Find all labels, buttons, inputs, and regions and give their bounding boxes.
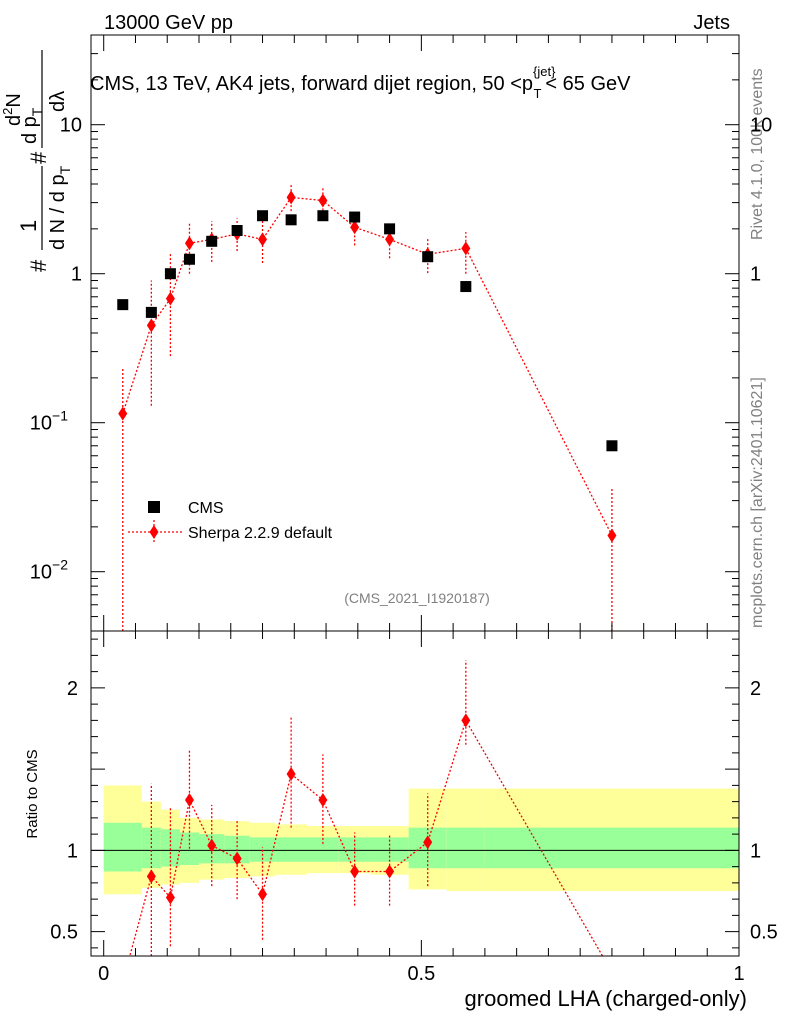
- ratio-y-tick-label-right: 1: [750, 840, 761, 862]
- ratio-y-tick-label-left: 2: [67, 678, 78, 700]
- x-axis-label: groomed LHA (charged-only): [465, 986, 747, 1011]
- cms-point: [384, 223, 396, 235]
- cms-point: [349, 211, 361, 223]
- source-credit: mcplots.cern.ch [arXiv:2401.10621]: [749, 377, 766, 628]
- legend-sherpa-label: Sherpa 2.2.9 default: [188, 525, 333, 542]
- ratio-point: [286, 767, 296, 781]
- cms-point: [606, 440, 618, 452]
- legend: CMS Sherpa 2.2.9 default: [128, 500, 333, 544]
- y-tick-label-right: 1: [750, 264, 761, 286]
- y-label-den-1: d N / d pT: [47, 165, 73, 250]
- cms-point: [285, 214, 297, 226]
- ratio-point: [258, 887, 268, 902]
- legend-cms-label: CMS: [188, 500, 224, 517]
- ratio-point: [350, 864, 360, 879]
- energy-label: 13000 GeV pp: [104, 12, 233, 34]
- cms-point: [183, 253, 195, 265]
- ratio-band-inner: [103, 822, 142, 872]
- cms-point: [257, 210, 269, 222]
- sherpa-point: [146, 318, 156, 333]
- y-label-hash-1: #: [26, 259, 51, 272]
- y-axis-label: # 1 d N / d pT # d pT d2N dλ: [0, 50, 73, 272]
- ratio-y-label: Ratio to CMS: [24, 749, 41, 838]
- ratio-band-inner: [160, 829, 180, 867]
- ratio-point: [461, 713, 471, 728]
- ratio-y-tick-label-left: 1: [67, 840, 78, 862]
- ratio-axes: 0 0.5 1 0.5 0.5 1 1 2 2: [50, 631, 778, 985]
- cms-point: [460, 281, 472, 293]
- ratio-point: [318, 793, 328, 807]
- ratio-marks: [129, 660, 604, 956]
- sherpa-point: [258, 232, 268, 247]
- legend-cms-marker: [148, 501, 160, 513]
- y-tick-label-right: 10: [750, 115, 772, 137]
- ratio-band-inner: [275, 837, 307, 862]
- sherpa-point: [385, 232, 395, 247]
- analysis-watermark: (CMS_2021_I1920187): [344, 590, 490, 606]
- y-tick-label: 1: [71, 264, 82, 286]
- ratio-point: [165, 890, 175, 905]
- ratio-frame: [90, 630, 740, 957]
- plot-title: CMS, 13 TeV, AK4 jets, forward dijet reg…: [90, 64, 631, 101]
- y-label-hash-2: #: [26, 151, 51, 164]
- category-label: Jets: [693, 12, 730, 34]
- ratio-band-inner: [307, 837, 339, 862]
- ratio-y-tick-label-left: 0.5: [50, 922, 78, 944]
- sherpa-line: [122, 196, 613, 536]
- cms-point: [317, 210, 329, 222]
- main-panel: 10−2 10−1 1 10 1 10 CMS, 13 TeV, AK4 jets, fo…: [0, 34, 772, 632]
- ratio-bands: [103, 785, 739, 895]
- sherpa-point: [607, 528, 617, 543]
- ratio-point: [385, 864, 395, 879]
- cms-point: [206, 235, 218, 247]
- y-label-num-dpt: d pT: [19, 107, 45, 144]
- cms-point: [164, 268, 176, 280]
- x-tick-label: 0: [98, 963, 109, 985]
- ratio-point: [146, 869, 156, 884]
- ratio-point: [207, 838, 217, 853]
- y-tick-label: 10−1: [30, 408, 68, 435]
- ratio-point: [423, 835, 433, 850]
- cms-point: [422, 251, 434, 263]
- sherpa-point: [286, 190, 296, 205]
- ratio-y-tick-label-right: 2: [750, 678, 761, 700]
- ratio-band-inner: [446, 827, 485, 869]
- sherpa-point: [118, 406, 128, 421]
- sherpa-point: [318, 193, 328, 208]
- main-marks: [117, 184, 618, 631]
- cms-point: [117, 299, 129, 311]
- y-tick-label: 10: [60, 115, 82, 137]
- sherpa-point: [184, 236, 194, 251]
- y-label-d2n: d2N: [0, 93, 25, 126]
- x-tick-label: 0.5: [407, 963, 435, 985]
- ratio-point: [232, 851, 242, 866]
- rivet-credit: Rivet 4.1.0, 100k events: [749, 68, 766, 240]
- sherpa-point: [165, 291, 175, 306]
- main-axes: 10−2 10−1 1 10 1 10: [30, 34, 772, 632]
- ratio-band-inner: [484, 827, 739, 869]
- sherpa-point: [461, 241, 471, 256]
- ratio-y-tick-label-right: 0.5: [750, 922, 778, 944]
- legend-sherpa-marker: [149, 525, 159, 539]
- cms-point: [145, 306, 157, 318]
- ratio-point: [184, 793, 194, 807]
- x-tick-label: 1: [733, 963, 744, 985]
- y-label-dlambda: dλ: [47, 91, 69, 112]
- sherpa-point: [350, 220, 360, 235]
- ratio-panel: 0 0.5 1 0.5 0.5 1 1 2 2 Ratio to CMS groomed LHA…: [24, 630, 778, 1011]
- cms-point: [231, 224, 243, 236]
- y-label-one: 1: [16, 220, 41, 232]
- y-tick-label: 10−2: [30, 557, 68, 584]
